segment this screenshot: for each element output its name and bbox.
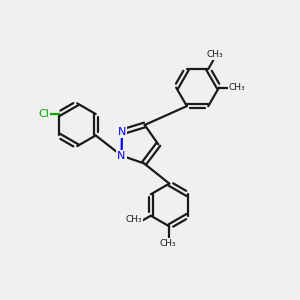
Text: CH₃: CH₃	[229, 83, 245, 92]
Text: N: N	[117, 151, 126, 160]
Text: N: N	[118, 127, 126, 137]
Text: Cl: Cl	[38, 109, 49, 119]
Text: CH₃: CH₃	[125, 215, 142, 224]
Text: CH₃: CH₃	[207, 50, 223, 59]
Text: CH₃: CH₃	[160, 238, 176, 247]
